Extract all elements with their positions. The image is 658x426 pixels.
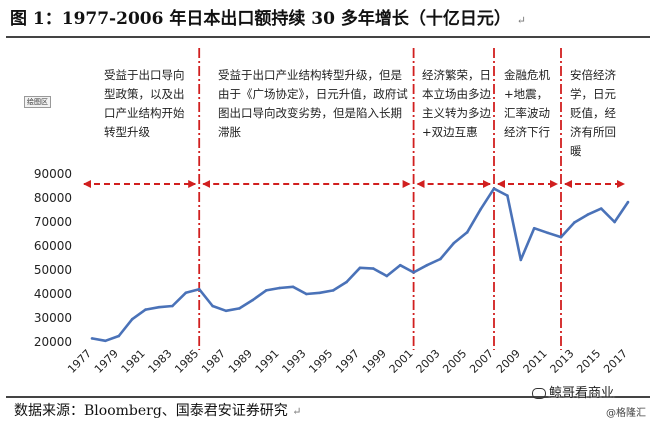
- data-point: [291, 285, 295, 289]
- data-point: [224, 309, 228, 313]
- data-point: [439, 257, 442, 261]
- figure-title: 图 1：1977-2006 年日本出口额持续 30 多年增长（十亿日元） ↵: [10, 4, 526, 34]
- x-tick-label: 1999: [360, 347, 389, 376]
- plot-area-chip: 绘图区: [24, 96, 51, 108]
- data-point: [305, 292, 308, 296]
- data-point: [465, 231, 469, 234]
- source-note: 数据来源：Bloomberg、国泰君安证券研究 ↵: [14, 400, 301, 420]
- data-point: [452, 241, 456, 245]
- data-point: [171, 304, 174, 308]
- y-tick-label: 50000: [34, 263, 72, 277]
- data-point: [573, 221, 576, 224]
- data-point: [318, 291, 322, 295]
- data-point: [278, 286, 281, 290]
- data-point: [613, 220, 616, 224]
- x-tick-label: 1981: [119, 347, 148, 376]
- data-point: [130, 317, 134, 321]
- data-point: [412, 271, 415, 274]
- y-tick-label: 40000: [34, 287, 72, 301]
- y-tick-label: 90000: [34, 167, 72, 181]
- y-tick-label: 80000: [34, 191, 72, 205]
- y-tick-label: 30000: [34, 311, 72, 325]
- paragraph-mark-icon: ↵: [516, 14, 526, 27]
- annotation-period-3: 经济繁荣，日本立场由多边主义转为多边+双边互惠: [422, 68, 491, 139]
- x-tick-label: 2017: [601, 347, 630, 376]
- data-point: [385, 274, 389, 278]
- data-point: [157, 305, 161, 309]
- data-point: [331, 289, 335, 292]
- x-tick-label: 1979: [92, 347, 121, 376]
- data-point: [117, 334, 121, 338]
- x-tick-label: 1995: [306, 347, 335, 376]
- data-point: [264, 289, 268, 292]
- watermark: 鲸哥看商业: [532, 382, 614, 401]
- data-point: [197, 287, 201, 291]
- paragraph-mark-icon: ↵: [292, 405, 302, 418]
- data-point: [144, 308, 147, 311]
- data-point: [586, 213, 590, 216]
- y-tick-label: 60000: [34, 239, 72, 253]
- data-point: [211, 304, 214, 308]
- data-point: [90, 337, 94, 340]
- x-tick-label: 2007: [467, 347, 496, 376]
- data-point: [479, 207, 482, 211]
- x-tick-label: 1977: [65, 347, 94, 376]
- data-point: [398, 263, 402, 267]
- x-tick-label: 1991: [253, 347, 282, 376]
- data-point: [345, 280, 348, 284]
- data-point: [372, 267, 375, 270]
- data-point: [358, 266, 362, 270]
- x-tick-label: 1983: [146, 347, 175, 376]
- annotation-period-2: 受益于出口产业结构转型升级，但是由于《广场协定》，日元升值，政府试图出口导向改变…: [218, 68, 408, 139]
- x-tick-label: 2013: [548, 347, 577, 376]
- annotation-period-4: 金融危机+地震，汇率波动经济下行: [504, 68, 550, 139]
- x-tick-label: 1987: [199, 347, 228, 376]
- x-tick-label: 2011: [521, 347, 550, 376]
- data-point: [104, 339, 107, 343]
- wechat-icon: [532, 388, 546, 399]
- bottom-rule: [6, 396, 650, 398]
- x-tick-label: 1997: [333, 347, 362, 376]
- watermark-text: 鲸哥看商业: [549, 386, 615, 401]
- x-tick-label: 2001: [387, 347, 416, 376]
- x-tick-label: 2003: [414, 347, 443, 376]
- source-text: 数据来源：Bloomberg、国泰君安证券研究: [14, 403, 288, 419]
- top-rule: [6, 36, 650, 38]
- data-point: [532, 226, 536, 230]
- watermark-handle: @格隆汇: [606, 408, 646, 419]
- data-point: [492, 187, 496, 190]
- x-tick-label: 2015: [574, 347, 603, 376]
- data-point: [559, 235, 563, 239]
- figure-title-text: 图 1：1977-2006 年日本出口额持续 30 多年增长（十亿日元）: [10, 9, 511, 29]
- y-tick-label: 20000: [34, 335, 72, 349]
- x-tick-label: 1985: [172, 347, 201, 376]
- x-tick-label: 1989: [226, 347, 255, 376]
- data-point: [506, 194, 509, 197]
- data-point: [425, 263, 429, 267]
- data-point: [599, 207, 603, 210]
- data-point: [251, 298, 255, 302]
- annotation-period-1: 受益于出口导向型政策，以及出口产业结构开始转型升级: [104, 68, 185, 139]
- x-tick-label: 2005: [440, 347, 469, 376]
- data-point: [238, 307, 241, 310]
- data-point: [546, 231, 549, 235]
- y-tick-label: 70000: [34, 215, 72, 229]
- data-point: [626, 200, 630, 204]
- data-point: [184, 291, 188, 295]
- x-tick-label: 2009: [494, 347, 523, 376]
- x-tick-label: 1993: [280, 347, 309, 376]
- series-line: [91, 187, 630, 343]
- annotation-period-5: 安倍经济学，日元贬值，经济有所回暖: [570, 68, 616, 158]
- data-point: [519, 258, 523, 262]
